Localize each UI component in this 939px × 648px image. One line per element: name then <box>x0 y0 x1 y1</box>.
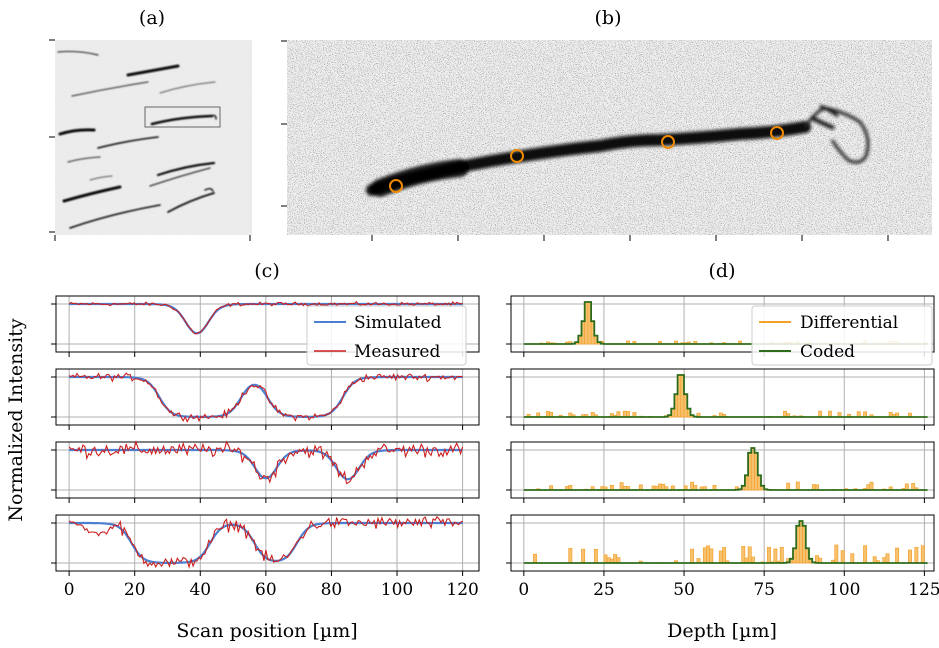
differential-bar <box>840 550 845 564</box>
panel-d-tick-label: 75 <box>753 580 775 600</box>
panel-d-subplot-frame <box>510 514 935 572</box>
panel-c-subplot-frame <box>55 368 480 426</box>
differential-bar <box>581 548 586 564</box>
panel-c-tick-label: 120 <box>446 580 478 600</box>
panel-b-image <box>281 40 932 241</box>
differential-bar <box>722 547 727 564</box>
differential-bar <box>786 482 791 491</box>
differential-bar <box>603 554 608 564</box>
marker-3 <box>661 135 675 149</box>
differential-bar <box>920 545 925 564</box>
legend-d: Differential Coded <box>751 305 933 366</box>
panel-d-subplot-frame <box>510 368 935 426</box>
panel-c-subplot-frame <box>55 441 480 499</box>
differential-bar <box>718 550 723 564</box>
differential-bar <box>593 548 598 564</box>
differential-bar <box>863 545 868 564</box>
marker-1 <box>389 179 403 193</box>
marker-2 <box>510 149 524 163</box>
measured-line <box>68 300 463 335</box>
differential-bar <box>741 546 746 564</box>
differential-bar <box>747 546 752 564</box>
panel-d-tick-label: 50 <box>673 580 695 600</box>
differential-bar <box>795 481 800 491</box>
panel-c-subplot-frame <box>55 295 480 353</box>
panel-c-plots: 0 20 40 60 80 100 120 <box>51 295 480 600</box>
differential-bar <box>613 554 618 564</box>
legend-measured-label: Measured <box>354 342 440 362</box>
y-axis-label: Normalized Intensity <box>5 318 27 521</box>
differential-bar <box>702 547 707 564</box>
panel-label-c: (c) <box>254 260 279 282</box>
legend-coded-label: Coded <box>800 342 855 362</box>
panel-c-tick-label: 0 <box>64 580 75 600</box>
differential-bar <box>834 544 839 564</box>
differential-bar <box>869 481 874 491</box>
region-of-interest-box <box>144 106 221 128</box>
panel-b-streak <box>366 104 870 197</box>
legend-differential-label: Differential <box>800 313 898 333</box>
panel-d-tick-label: 25 <box>593 580 615 600</box>
differential-bar <box>773 548 778 564</box>
legend-c: Simulated Measured <box>306 305 467 366</box>
panel-label-a: (a) <box>139 7 165 29</box>
measured-line <box>68 515 463 569</box>
panel-c-tick-label: 80 <box>321 580 343 600</box>
measured-line <box>68 372 463 423</box>
legend-simulated-label: Simulated <box>354 313 442 333</box>
panel-a-image <box>49 39 252 241</box>
coded-line <box>523 520 928 564</box>
panel-d-plots: 0 25 50 75 100 125 <box>506 295 939 600</box>
marker-4 <box>770 126 784 140</box>
panel-b-markers <box>389 126 784 193</box>
panel-d-subplot-frame <box>510 441 935 499</box>
panel-d-tick-label: 100 <box>828 580 860 600</box>
differential-bar <box>690 481 695 491</box>
differential-bar <box>750 447 755 491</box>
panel-d-subplot-frame <box>510 295 935 353</box>
panel-c-tick-label: 40 <box>189 580 211 600</box>
differential-bar <box>568 547 573 564</box>
differential-bar <box>914 547 919 564</box>
panel-c-tick-label: 100 <box>381 580 413 600</box>
differential-bar <box>706 545 711 564</box>
differential-bar <box>895 547 900 564</box>
x-axis-label-d: Depth [µm] <box>667 620 777 642</box>
coded-line <box>523 447 928 491</box>
differential-bar <box>619 482 624 491</box>
panel-c-tick-label: 60 <box>255 580 277 600</box>
differential-bar <box>767 546 771 564</box>
coded-line <box>523 374 928 418</box>
panel-a-ticks <box>49 39 251 241</box>
panel-d-tick-label: 0 <box>518 580 529 600</box>
panel-label-b: (b) <box>595 7 622 29</box>
differential-bar <box>690 548 695 564</box>
differential-bar <box>872 556 877 564</box>
differential-bar <box>885 553 890 564</box>
differential-bar <box>533 553 537 564</box>
x-axis-label-c: Scan position [µm] <box>176 620 357 642</box>
differential-bar <box>908 549 912 564</box>
measured-line <box>68 439 464 485</box>
differential-bar <box>904 483 909 491</box>
panel-c-tick-label: 20 <box>124 580 146 600</box>
differential-bar <box>779 546 784 564</box>
simulated-line <box>69 448 463 481</box>
panel-c-subplot-frame <box>55 514 480 572</box>
panel-d-tick-label: 125 <box>908 580 939 600</box>
panel-label-d: (d) <box>709 260 736 282</box>
differential-bar <box>911 483 916 491</box>
differential-bar <box>850 553 855 564</box>
panel-a-streaks <box>57 50 217 229</box>
differential-bar <box>709 548 714 564</box>
differential-bar <box>799 520 803 564</box>
panel-b-ticks <box>281 40 889 241</box>
